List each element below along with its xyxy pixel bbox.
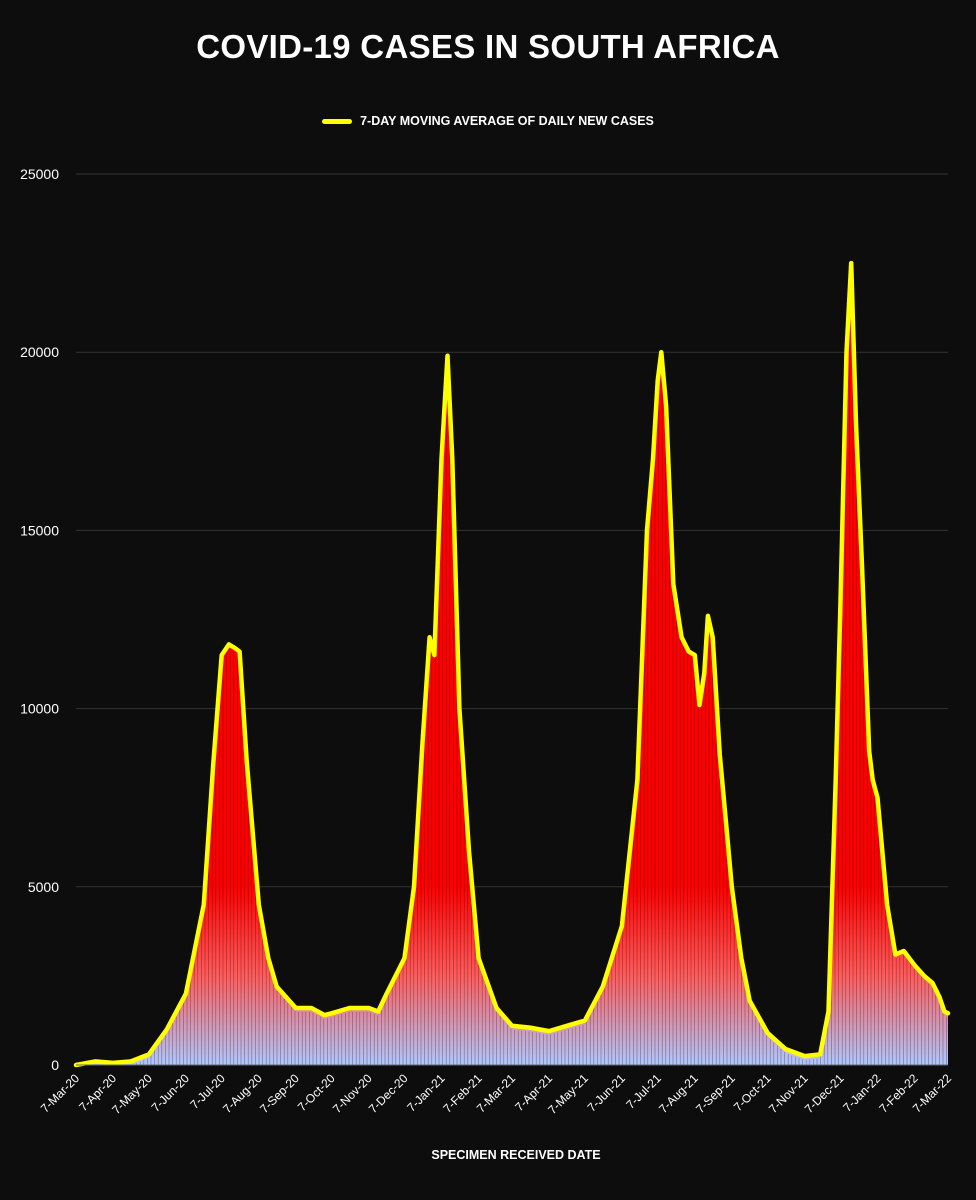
chart-title: COVID-19 CASES IN SOUTH AFRICA	[196, 28, 780, 65]
x-tick-label: 7-Jun-21	[585, 1071, 629, 1115]
daily-cases-bars	[76, 267, 948, 1065]
legend-line-swatch	[322, 118, 353, 124]
x-tick-label: 7-May-20	[109, 1071, 155, 1117]
y-tick-label: 10000	[20, 701, 59, 717]
y-tick-label: 15000	[20, 522, 59, 538]
moving-average-line	[73, 260, 951, 1068]
x-tick-label: 7-Sep-21	[693, 1071, 738, 1116]
x-tick-label: 7-May-21	[545, 1071, 591, 1117]
y-tick-label: 0	[51, 1057, 59, 1073]
legend-label: 7-DAY MOVING AVERAGE OF DAILY NEW CASES	[360, 114, 654, 128]
legend: 7-DAY MOVING AVERAGE OF DAILY NEW CASES	[0, 114, 976, 128]
y-tick-label: 5000	[28, 879, 59, 895]
x-tick-label: 7-Sep-20	[257, 1071, 302, 1116]
x-tick-label: 7-Dec-21	[802, 1071, 847, 1116]
y-tick-label: 20000	[20, 344, 59, 360]
x-axis-label: SPECIMEN RECEIVED DATE	[431, 1148, 601, 1162]
y-tick-label: 25000	[20, 166, 59, 182]
x-tick-label: 7-Jan-21	[404, 1071, 448, 1115]
x-tick-label: 7-Mar-20	[38, 1071, 83, 1116]
x-tick-label: 7-Dec-20	[366, 1071, 411, 1116]
x-tick-label: 7-Aug-21	[656, 1071, 701, 1116]
x-tick-label: 7-Jan-22	[840, 1071, 884, 1115]
x-tick-label: 7-Aug-20	[220, 1071, 265, 1116]
bar-separators	[78, 301, 947, 1069]
x-tick-label: 7-Jun-20	[149, 1071, 193, 1115]
